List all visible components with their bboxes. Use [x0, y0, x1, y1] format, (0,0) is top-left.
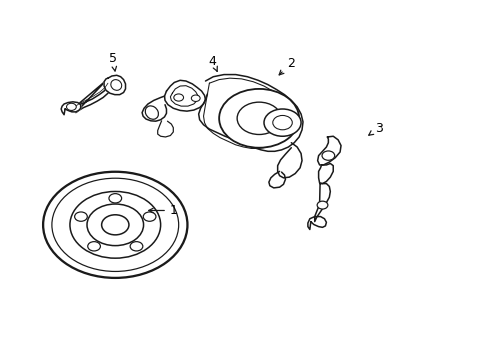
Polygon shape: [314, 184, 330, 222]
Polygon shape: [142, 96, 166, 121]
Polygon shape: [198, 75, 303, 151]
Circle shape: [317, 201, 327, 209]
Text: 4: 4: [208, 55, 217, 71]
Polygon shape: [307, 217, 326, 229]
Circle shape: [191, 95, 200, 102]
Circle shape: [219, 89, 299, 148]
Polygon shape: [268, 171, 285, 188]
Circle shape: [322, 151, 334, 160]
Text: 5: 5: [109, 51, 117, 71]
Circle shape: [272, 116, 292, 130]
Circle shape: [237, 102, 281, 135]
Polygon shape: [158, 121, 173, 137]
Polygon shape: [61, 102, 81, 115]
Polygon shape: [277, 143, 302, 178]
Polygon shape: [317, 136, 340, 165]
Ellipse shape: [145, 106, 158, 119]
Polygon shape: [104, 75, 125, 95]
Polygon shape: [318, 163, 332, 184]
Polygon shape: [70, 78, 112, 113]
Circle shape: [264, 109, 301, 136]
Ellipse shape: [111, 80, 122, 90]
Text: 1: 1: [148, 204, 177, 217]
Text: 2: 2: [279, 57, 294, 75]
Polygon shape: [164, 80, 205, 111]
Text: 3: 3: [368, 122, 382, 135]
Circle shape: [173, 94, 183, 101]
Circle shape: [66, 103, 76, 111]
